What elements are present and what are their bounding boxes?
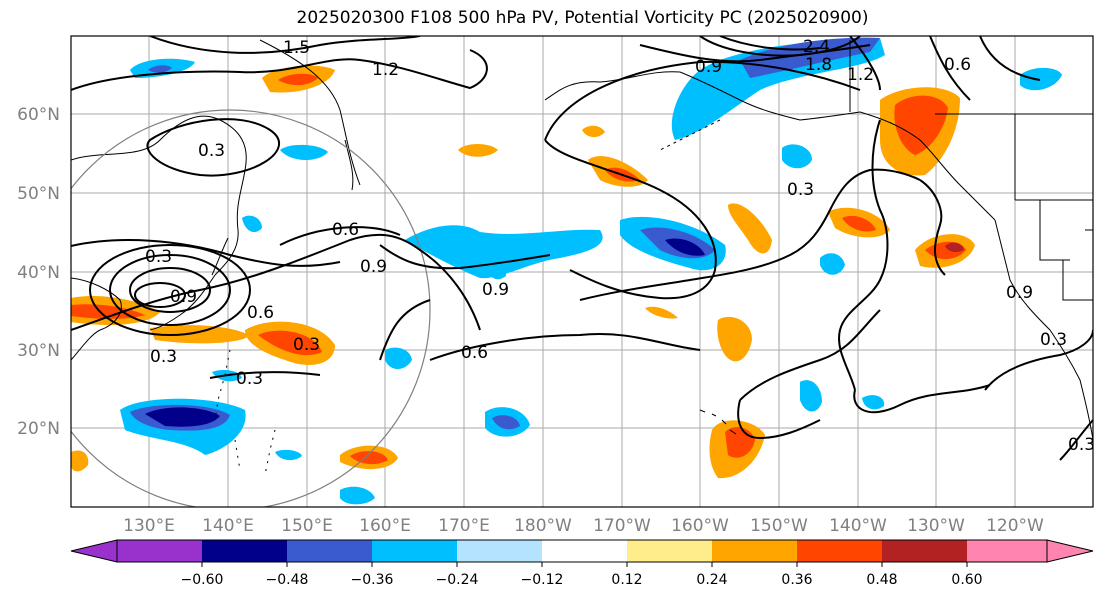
contour-label: 0.6 — [332, 220, 359, 240]
contour-label: 0.3 — [787, 180, 814, 200]
figure-title: 2025020300 F108 500 hPa PV, Potential Vo… — [296, 8, 869, 28]
colorbar-cell — [372, 540, 457, 562]
contour-label: 1.2 — [372, 60, 399, 80]
distance-circle — [71, 109, 431, 507]
colorbar-cell — [882, 540, 967, 562]
colorbar-cell — [542, 540, 627, 562]
colorbar-extend-high — [1046, 539, 1094, 563]
colorbar-cell — [967, 540, 1047, 562]
colorbar-tick-label: −0.36 — [351, 572, 394, 588]
lon-tick-label: 130°E — [123, 516, 175, 536]
lon-tick-label: 130°W — [907, 516, 965, 536]
contour-label: 0.6 — [944, 55, 971, 75]
contour-label: 1.5 — [283, 38, 310, 58]
map-panel: 1.5 1.2 2.4 1.8 1.2 0.9 0.6 0.3 0.3 0.6 … — [71, 36, 1095, 507]
colorbar-tick-label: 0.60 — [951, 572, 982, 588]
contour-label: 0.9 — [482, 280, 509, 300]
lon-tick-label: 120°W — [986, 516, 1044, 536]
lat-axis: 60°N 50°N 40°N 30°N 20°N — [17, 105, 60, 439]
colorbar-cell — [287, 540, 372, 562]
contour-labels: 1.5 1.2 2.4 1.8 1.2 0.9 0.6 0.3 0.3 0.6 … — [145, 37, 1095, 455]
lat-tick-label: 20°N — [17, 419, 60, 439]
colorbar-extend-low — [70, 539, 118, 563]
colorbar-tick-label: −0.48 — [266, 572, 309, 588]
lon-tick-label: 140°W — [829, 516, 887, 536]
contour-label: 0.3 — [293, 335, 320, 355]
contour-label: 1.8 — [805, 55, 832, 75]
colorbar-cell — [627, 540, 712, 562]
colorbar-cell — [797, 540, 882, 562]
colorbar-tick-label: −0.12 — [521, 572, 564, 588]
pv-anomaly-shading — [71, 37, 1062, 505]
contour-label: 0.9 — [1006, 283, 1033, 303]
colorbar-tick-label: 0.48 — [866, 572, 897, 588]
colorbar-tick-label: −0.60 — [181, 572, 224, 588]
lon-tick-label: 160°W — [671, 516, 729, 536]
lat-tick-label: 30°N — [17, 341, 60, 361]
lon-tick-label: 170°W — [593, 516, 651, 536]
colorbar: −0.60 −0.48 −0.36 −0.24 −0.12 0.12 0.24 … — [70, 539, 1094, 588]
contour-label: 0.3 — [150, 347, 177, 367]
contour-label: 0.3 — [236, 369, 263, 389]
colorbar-cell — [457, 540, 542, 562]
contour-label: 0.9 — [170, 287, 197, 307]
lon-tick-label: 180°W — [514, 516, 572, 536]
map-frame — [70, 35, 1094, 508]
contour-label: 0.9 — [360, 257, 387, 277]
lon-axis: 130°E 140°E 150°E 160°E 170°E 180°W 170°… — [123, 516, 1044, 536]
contour-label: 1.2 — [847, 65, 874, 85]
contour-label: 0.6 — [461, 343, 488, 363]
lon-tick-label: 160°E — [359, 516, 411, 536]
lat-tick-label: 40°N — [17, 263, 60, 283]
contour-label: 0.3 — [1068, 435, 1095, 455]
coastlines — [71, 39, 1093, 476]
lon-tick-label: 150°E — [281, 516, 333, 536]
contour-label: 0.6 — [247, 303, 274, 323]
contour-label: 0.3 — [198, 141, 225, 161]
colorbar-cell — [117, 540, 202, 562]
contour-label: 0.9 — [695, 57, 722, 77]
lon-tick-label: 150°W — [750, 516, 808, 536]
colorbar-tick-label: 0.24 — [696, 572, 727, 588]
colorbar-tick-label: −0.24 — [436, 572, 479, 588]
contour-label: 2.4 — [803, 37, 830, 57]
pv-contours — [71, 36, 1093, 461]
lat-tick-label: 50°N — [17, 184, 60, 204]
contour-label: 0.3 — [145, 247, 172, 267]
lon-tick-label: 170°E — [438, 516, 490, 536]
lat-tick-label: 60°N — [17, 105, 60, 125]
colorbar-tick-label: 0.36 — [781, 572, 812, 588]
colorbar-cell — [712, 540, 797, 562]
contour-label: 0.3 — [1040, 330, 1067, 350]
lon-tick-label: 140°E — [202, 516, 254, 536]
colorbar-cell — [202, 540, 287, 562]
colorbar-tick-label: 0.12 — [611, 572, 642, 588]
